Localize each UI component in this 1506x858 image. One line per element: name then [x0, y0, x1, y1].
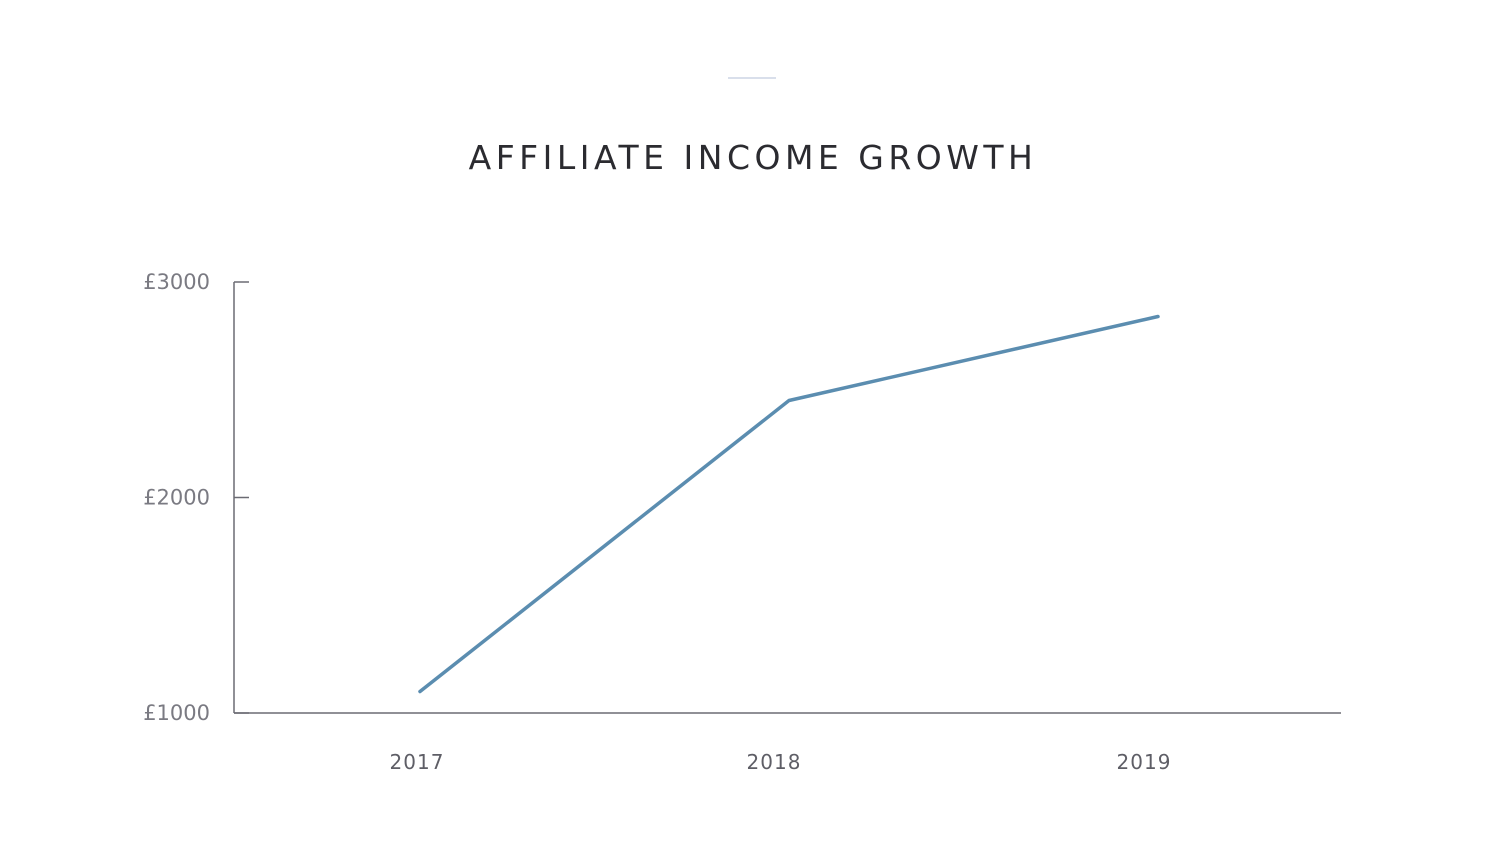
y-tick-label: £1000: [143, 701, 210, 725]
y-tick-label: £3000: [143, 270, 210, 294]
series-line: [418, 314, 1160, 694]
x-tick-label: 2019: [1117, 750, 1172, 774]
x-tick-label: 2017: [390, 750, 445, 774]
decorative-divider: [728, 77, 776, 79]
x-tick-label: 2018: [747, 750, 802, 774]
y-tick-label: £2000: [143, 486, 210, 510]
chart-title: AFFILIATE INCOME GROWTH: [468, 138, 1038, 177]
